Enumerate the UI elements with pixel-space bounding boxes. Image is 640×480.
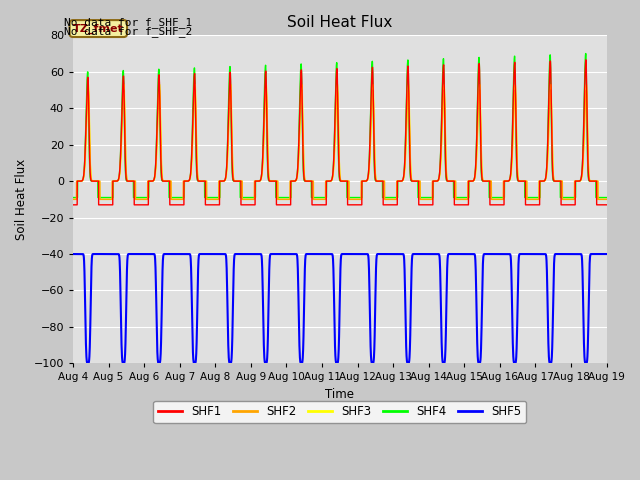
- SHF2: [320, 196, 328, 202]
- Text: TZ_fmet: TZ_fmet: [73, 24, 124, 34]
- SHF4: [69, 195, 77, 201]
- SHF2: [602, 196, 610, 202]
- SHF3: [603, 196, 611, 202]
- SHF1: [602, 202, 610, 208]
- SHF1: [429, 178, 437, 184]
- SHF4: [460, 195, 467, 201]
- SHF4: [165, 178, 173, 184]
- SHF1: [320, 202, 328, 208]
- SHF5: [603, 251, 611, 257]
- SHF3: [320, 196, 328, 202]
- SHF3: [602, 196, 610, 202]
- Title: Soil Heat Flux: Soil Heat Flux: [287, 15, 392, 30]
- Y-axis label: Soil Heat Flux: Soil Heat Flux: [15, 159, 28, 240]
- SHF3: [69, 196, 77, 202]
- SHF3: [460, 196, 467, 202]
- SHF1: [582, 57, 590, 63]
- SHF1: [490, 202, 497, 208]
- SHF2: [429, 178, 437, 184]
- SHF4: [602, 195, 610, 201]
- Text: No data for f_SHF_2: No data for f_SHF_2: [64, 26, 192, 37]
- SHF5: [602, 251, 610, 257]
- SHF2: [490, 196, 497, 202]
- SHF2: [460, 196, 467, 202]
- SHF5: [460, 251, 467, 257]
- SHF1: [603, 202, 611, 208]
- SHF5: [429, 251, 437, 257]
- SHF2: [69, 196, 77, 202]
- Line: SHF1: SHF1: [73, 60, 607, 205]
- SHF5: [69, 251, 77, 257]
- Legend: SHF1, SHF2, SHF3, SHF4, SHF5: SHF1, SHF2, SHF3, SHF4, SHF5: [154, 401, 526, 423]
- Line: SHF4: SHF4: [73, 54, 607, 198]
- SHF4: [429, 178, 437, 184]
- SHF5: [490, 251, 497, 257]
- SHF1: [165, 178, 173, 184]
- SHF3: [490, 196, 497, 202]
- Text: No data for f_SHF_1: No data for f_SHF_1: [64, 17, 192, 28]
- SHF1: [69, 202, 77, 208]
- SHF3: [227, 82, 235, 87]
- SHF2: [165, 178, 173, 184]
- SHF2: [603, 196, 611, 202]
- SHF3: [165, 178, 173, 184]
- SHF3: [430, 178, 438, 184]
- SHF1: [460, 202, 467, 208]
- SHF5: [165, 251, 173, 257]
- SHF5: [582, 360, 590, 366]
- SHF4: [603, 195, 611, 201]
- SHF4: [490, 195, 497, 201]
- Line: SHF2: SHF2: [73, 90, 607, 199]
- SHF4: [320, 195, 328, 201]
- SHF4: [582, 51, 589, 57]
- SHF2: [511, 87, 519, 93]
- Line: SHF3: SHF3: [73, 84, 607, 199]
- SHF5: [320, 251, 328, 257]
- Line: SHF5: SHF5: [73, 254, 607, 363]
- X-axis label: Time: Time: [325, 388, 355, 401]
